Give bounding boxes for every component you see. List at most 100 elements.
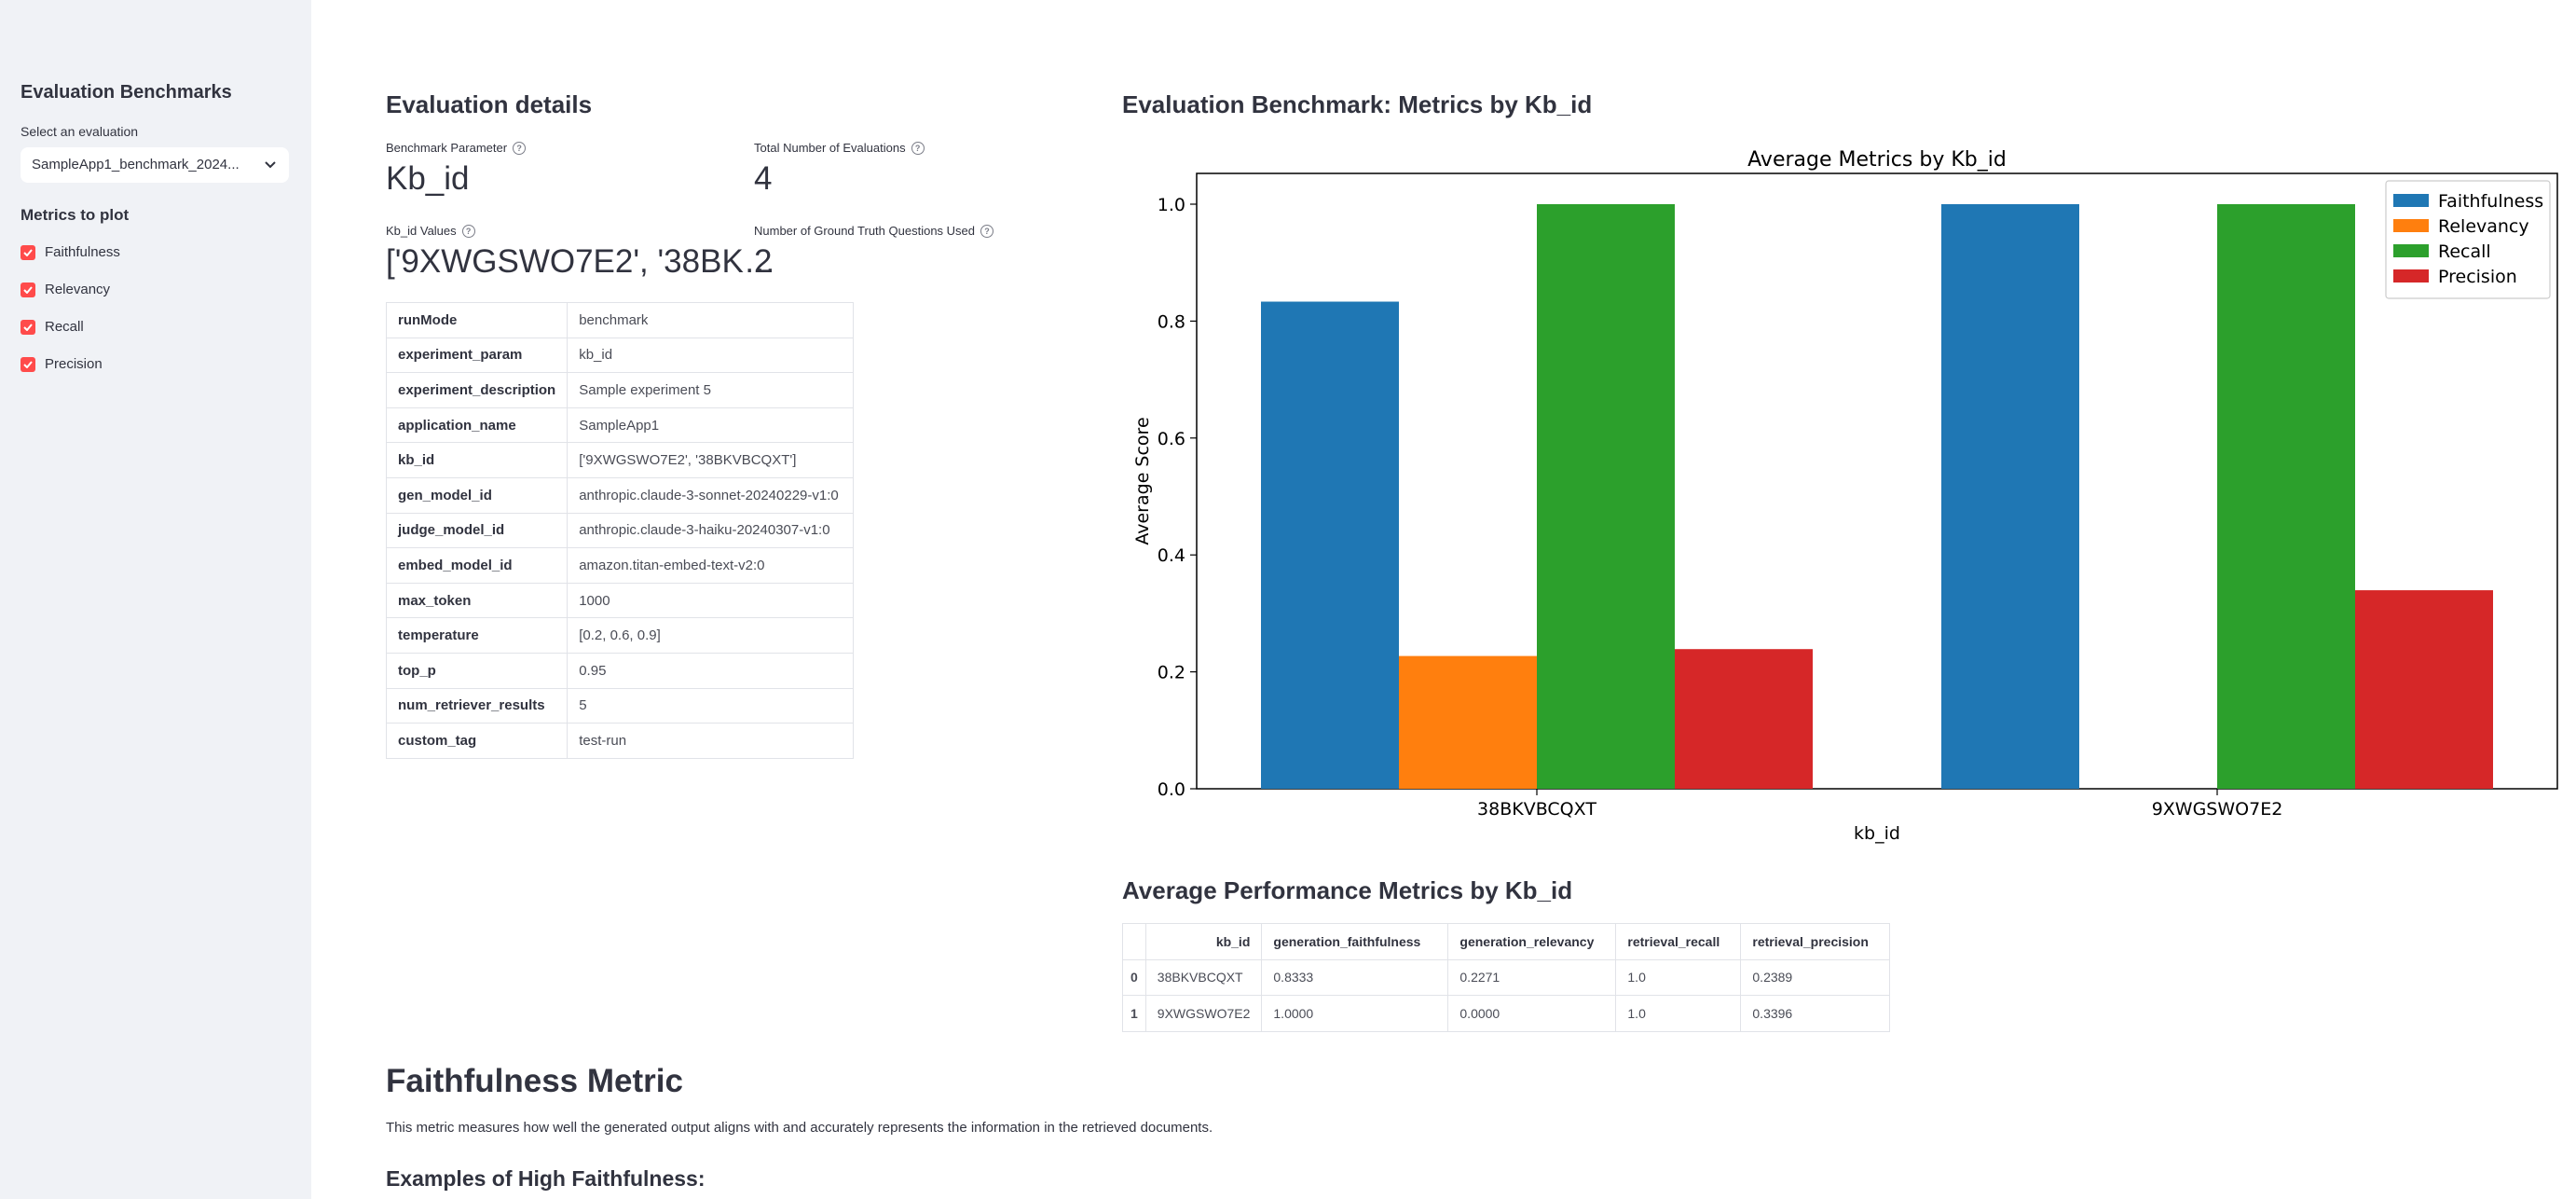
param-key: max_token xyxy=(385,582,569,619)
x-tick-label: 9XWGSWO7E2 xyxy=(2152,799,2283,820)
table-row: top_p 0.95 xyxy=(385,652,855,689)
param-key: application_name xyxy=(385,407,569,444)
bar-precision-9xwgswo7e2 xyxy=(2355,590,2493,789)
checkbox-recall[interactable]: Recall xyxy=(21,319,84,335)
table-header-row: kb_id generation_faithfulness generation… xyxy=(1122,923,1891,960)
x-tick-label: 38BKVBCQXT xyxy=(1477,799,1596,820)
bar-faithfulness-9xwgswo7e2 xyxy=(1941,204,2079,789)
legend-label-recall: Recall xyxy=(2438,241,2491,262)
param-key: kb_id xyxy=(385,442,569,478)
y-tick-label: 1.0 xyxy=(1158,195,1185,215)
help-icon[interactable]: ? xyxy=(461,224,475,238)
table-cell: 1.0 xyxy=(1615,958,1742,996)
faithfulness-metric-title: Faithfulness Metric xyxy=(386,1063,683,1099)
bar-recall-38bkvbcqxt xyxy=(1537,204,1675,789)
kb-id-values-label: Kb_id Values ? xyxy=(386,224,475,238)
faithfulness-examples-title: Examples of High Faithfulness: xyxy=(386,1166,706,1191)
table-cell: 1.0000 xyxy=(1261,995,1449,1032)
chevron-down-icon xyxy=(265,147,276,183)
table-row: judge_model_id anthropic.claude-3-haiku-2… xyxy=(385,512,855,549)
metric-label-text: Kb_id Values xyxy=(386,224,457,238)
evaluation-select-label: Select an evaluation xyxy=(21,124,139,139)
benchmark-parameter-value: Kb_id xyxy=(386,160,470,197)
ground-truth-questions-value: 2 xyxy=(754,243,773,280)
param-value: Sample experiment 5 xyxy=(567,372,855,408)
column-header[interactable] xyxy=(1122,923,1146,960)
table-cell: 38BKVBCQXT xyxy=(1144,958,1263,996)
y-tick-label: 0.8 xyxy=(1158,311,1185,332)
checkbox-precision[interactable]: Precision xyxy=(21,356,103,372)
table-cell: 0.3396 xyxy=(1740,995,1891,1032)
legend-label-precision: Precision xyxy=(2438,267,2517,287)
help-icon[interactable]: ? xyxy=(980,224,994,238)
checkbox-relevancy[interactable]: Relevancy xyxy=(21,282,110,297)
help-icon[interactable]: ? xyxy=(911,141,925,155)
param-key: judge_model_id xyxy=(385,512,569,549)
param-value: 0.95 xyxy=(567,652,855,689)
table-cell: 0.8333 xyxy=(1261,958,1449,996)
column-header[interactable]: kb_id xyxy=(1144,923,1263,960)
param-key: num_retriever_results xyxy=(385,687,569,724)
param-value: 1000 xyxy=(567,582,855,619)
kb-id-values-value: ['9XWGSWO7E2', '38BK… xyxy=(386,243,776,280)
param-key: runMode xyxy=(385,302,569,338)
column-header[interactable]: generation_faithfulness xyxy=(1261,923,1449,960)
check-icon xyxy=(21,244,35,260)
table-cell: 0.0000 xyxy=(1447,995,1617,1032)
evaluation-select-value: SampleApp1_benchmark_2024... xyxy=(32,157,240,172)
total-evaluations-value: 4 xyxy=(754,160,773,197)
param-key: temperature xyxy=(385,617,569,654)
param-value: kb_id xyxy=(567,337,855,374)
column-header[interactable]: generation_relevancy xyxy=(1447,923,1617,960)
benchmark-parameter-label: Benchmark Parameter ? xyxy=(386,141,527,155)
checkbox-faithfulness[interactable]: Faithfulness xyxy=(21,244,120,260)
legend-swatch-precision xyxy=(2393,269,2429,283)
performance-table: kb_id generation_faithfulness generation… xyxy=(1122,923,1891,1032)
check-icon xyxy=(21,319,35,335)
row-index: 1 xyxy=(1122,995,1146,1032)
param-key: experiment_description xyxy=(385,372,569,408)
x-axis-label: kb_id xyxy=(1854,823,1900,844)
table-row: max_token 1000 xyxy=(385,582,855,619)
evaluation-select[interactable]: SampleApp1_benchmark_2024... xyxy=(21,147,289,183)
checkbox-label: Recall xyxy=(45,319,84,335)
total-evaluations-label: Total Number of Evaluations ? xyxy=(754,141,925,155)
metrics-bar-chart: Average Metrics by Kb_id 0.0 0.2 0.4 0.6 0.8 1… xyxy=(1132,148,2558,844)
metric-label-text: Total Number of Evaluations xyxy=(754,141,906,155)
y-axis-label: Average Score xyxy=(1132,417,1153,544)
table-row: custom_tag test-run xyxy=(385,723,855,759)
param-value: [0.2, 0.6, 0.9] xyxy=(567,617,855,654)
evaluation-details-title: Evaluation details xyxy=(386,90,593,118)
param-key: top_p xyxy=(385,652,569,689)
bar-faithfulness-38bkvbcqxt xyxy=(1261,301,1399,790)
bar-precision-38bkvbcqxt xyxy=(1675,649,1813,789)
table-row: experiment_param kb_id xyxy=(385,337,855,374)
column-header[interactable]: retrieval_precision xyxy=(1740,923,1891,960)
check-icon xyxy=(21,282,35,297)
legend-box xyxy=(2385,180,2551,299)
ground-truth-questions-label: Number of Ground Truth Questions Used ? xyxy=(754,224,994,238)
param-value: amazon.titan-embed-text-v2:0 xyxy=(567,547,855,584)
y-tick-label: 0.0 xyxy=(1158,779,1185,800)
param-key: custom_tag xyxy=(385,723,569,759)
help-icon[interactable]: ? xyxy=(513,141,527,155)
param-key: experiment_param xyxy=(385,337,569,374)
benchmark-title: Evaluation Benchmark: Metrics by Kb_id xyxy=(1122,90,1593,118)
parameters-table: runMode benchmark experiment_param kb_id e… xyxy=(385,302,855,759)
legend-swatch-relevancy xyxy=(2393,219,2429,232)
column-header[interactable]: retrieval_recall xyxy=(1615,923,1742,960)
legend-swatch-faithfulness xyxy=(2393,194,2429,207)
table-row: kb_id ['9XWGSWO7E2', '38BKVBCQXT'] xyxy=(385,442,855,478)
metrics-to-plot-title: Metrics to plot xyxy=(21,206,130,224)
param-key: gen_model_id xyxy=(385,476,569,514)
checkbox-label: Faithfulness xyxy=(45,244,120,260)
table-cell: 9XWGSWO7E2 xyxy=(1144,995,1263,1032)
check-icon xyxy=(21,356,35,372)
param-value: anthropic.claude-3-haiku-20240307-v1:0 xyxy=(567,512,855,549)
param-value: benchmark xyxy=(567,302,855,338)
table-cell: 0.2271 xyxy=(1447,958,1617,996)
table-row: 0 38BKVBCQXT 0.8333 0.2271 1.0 0.2389 xyxy=(1122,958,1891,996)
metric-label-text: Benchmark Parameter xyxy=(386,141,508,155)
legend-label-relevancy: Relevancy xyxy=(2438,216,2529,237)
checkbox-label: Relevancy xyxy=(45,282,111,297)
